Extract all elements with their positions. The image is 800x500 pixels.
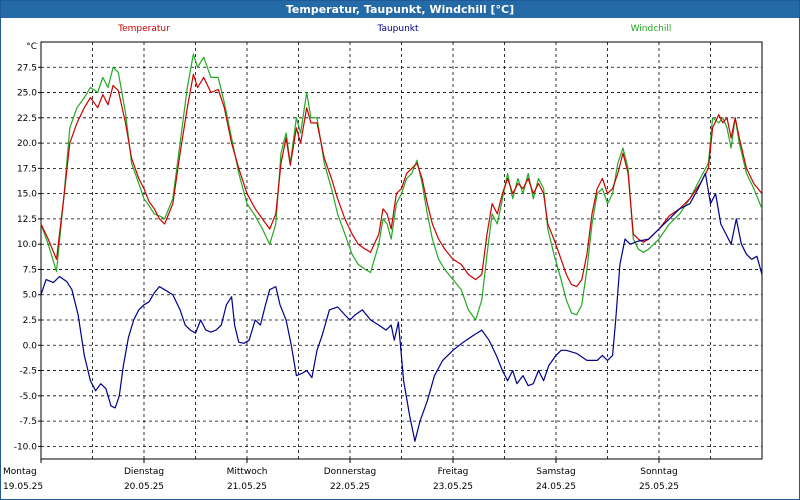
x-tick-date-label: 22.05.25 [330, 482, 370, 492]
y-tick-label: -10.0 [14, 442, 38, 452]
chart-title: Temperatur, Taupunkt, Windchill [°C] [1, 1, 799, 18]
x-tick-date-label: 25.05.25 [639, 482, 679, 492]
y-tick-label: 10.0 [17, 240, 37, 250]
x-tick-day-label: Sonntag [640, 467, 677, 477]
y-tick-label: -7.5 [19, 417, 37, 427]
y-tick-label: -2.5 [19, 367, 37, 377]
y-tick-label: 17.5 [17, 164, 37, 174]
plot-area [40, 41, 763, 460]
legend-entry-windchill: Windchill [631, 24, 672, 34]
x-tick-date-label: 24.05.25 [536, 482, 576, 492]
x-tick-date-label: 19.05.25 [3, 482, 43, 492]
y-tick-label: 22.5 [17, 114, 37, 124]
x-tick-date-label: 20.05.25 [124, 482, 164, 492]
x-tick-day-label: Samstag [536, 467, 575, 477]
y-tick-label: 5.0 [23, 291, 38, 301]
y-axis-unit: °C [26, 42, 37, 52]
x-tick-date-label: 21.05.25 [227, 482, 267, 492]
y-tick-label: 27.5 [17, 63, 37, 73]
series-line-taupunkt [40, 172, 763, 442]
x-tick-day-label: Freitag [438, 467, 469, 477]
x-tick-date-label: 23.05.25 [433, 482, 473, 492]
y-tick-label: 20.0 [17, 139, 37, 149]
y-tick-label: -5.0 [19, 392, 37, 402]
x-tick-day-label: Donnerstag [324, 467, 377, 477]
y-tick-label: 2.5 [23, 316, 37, 326]
legend-entry-temperatur: Temperatur [117, 24, 170, 34]
y-tick-label: 12.5 [17, 215, 37, 225]
x-tick-day-label: Mittwoch [227, 467, 268, 477]
y-tick-label: 7.5 [23, 265, 37, 275]
x-tick-day-label: Montag [3, 467, 37, 477]
series-line-temperatur [40, 73, 763, 288]
y-tick-label: 15.0 [17, 190, 37, 200]
chart-canvas: 27.5 25.0 22.5 20.0 17.5 15.0 12.5 10.0 7.5 5.0 2.… [3, 24, 763, 492]
y-tick-label: 25.0 [17, 89, 37, 99]
x-tick-day-label: Dienstag [124, 467, 164, 477]
y-tick-label: 0.0 [23, 341, 38, 351]
legend-entry-taupunkt: Taupunkt [376, 24, 419, 34]
